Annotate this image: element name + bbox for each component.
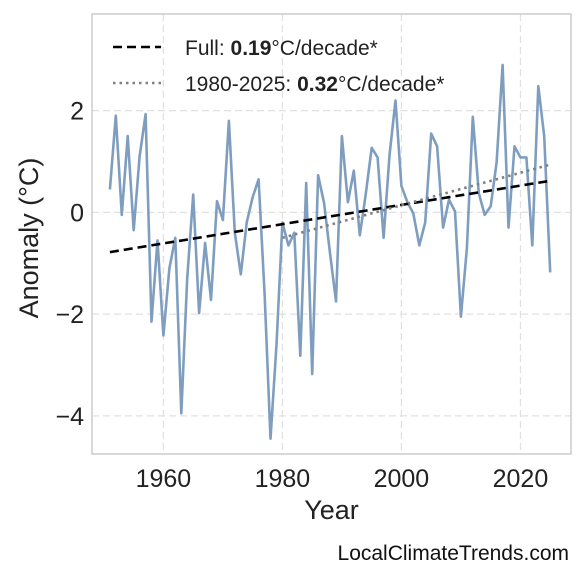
x-tick-label: 1960 — [136, 465, 192, 493]
full-trend-line — [109, 179, 551, 254]
legend-label: Full: 0.19°C/decade* — [185, 37, 378, 60]
x-tick-label: 1980 — [255, 465, 311, 493]
plot-frame — [91, 13, 572, 455]
y-tick-label: 0 — [70, 199, 84, 227]
legend: Full: 0.19°C/decade*1980-2025: 0.32°C/de… — [113, 37, 444, 96]
legend-prefix: Full: — [185, 37, 231, 60]
x-tick-labels: 1960 1980 2000 2020 — [136, 465, 549, 493]
legend-prefix: 1980-2025: — [185, 73, 297, 96]
y-tick-labels: −4 −2 0 2 — [55, 98, 84, 431]
recent-trend-line — [282, 163, 551, 240]
watermark: LocalClimateTrends.com — [337, 542, 569, 565]
legend-unit: °C/decade* — [271, 37, 377, 60]
y-tick-label: −2 — [55, 301, 84, 329]
x-axis-label: Year — [304, 495, 359, 525]
y-tick-label: 2 — [70, 98, 84, 126]
anomaly-series — [108, 63, 552, 441]
x-tick-label: 2020 — [493, 465, 549, 493]
legend-label: 1980-2025: 0.32°C/decade* — [185, 73, 444, 96]
x-tick-label: 2000 — [374, 465, 430, 493]
y-tick-label: −4 — [55, 403, 84, 431]
legend-trend-value: 0.32 — [297, 73, 338, 96]
legend-unit: °C/decade* — [338, 73, 444, 96]
legend-trend-value: 0.19 — [231, 37, 272, 60]
series-layer — [108, 63, 552, 441]
y-axis-label: Anomaly (°C) — [14, 158, 44, 319]
